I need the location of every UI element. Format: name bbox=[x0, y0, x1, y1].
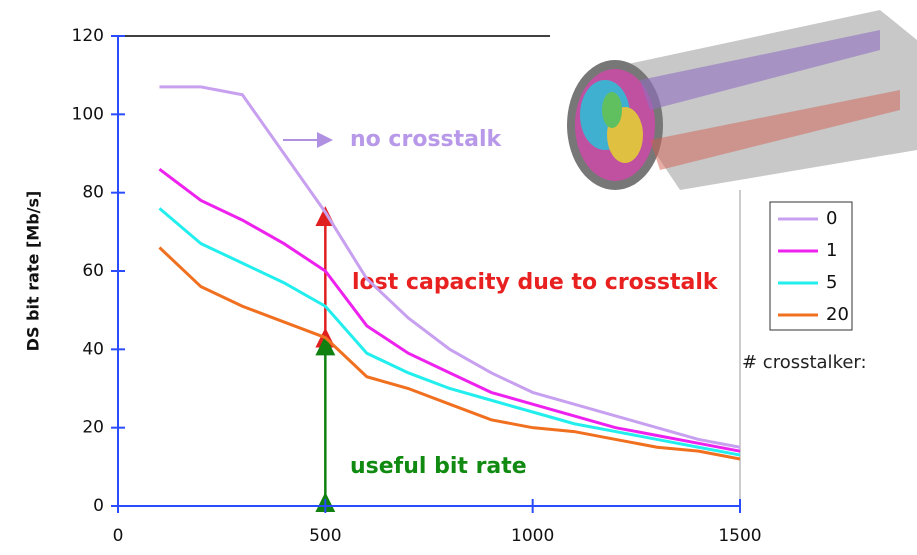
y-tick-label: 60 bbox=[82, 261, 104, 281]
y-axis-label: DS bit rate [Mb/s] bbox=[24, 191, 43, 352]
legend-label: 0 bbox=[826, 208, 837, 229]
x-tick-label: 0 bbox=[113, 526, 124, 546]
legend-label: 5 bbox=[826, 272, 837, 293]
legend-label: 20 bbox=[826, 304, 849, 325]
y-tick-label: 80 bbox=[82, 183, 104, 203]
y-tick-label: 20 bbox=[82, 418, 104, 438]
y-tick-label: 100 bbox=[72, 104, 104, 124]
y-tick-label: 0 bbox=[93, 496, 104, 516]
annotation: lost capacity due to crosstalk bbox=[352, 270, 719, 295]
x-tick-label: 1000 bbox=[511, 526, 554, 546]
legend-title: # crosstalker: bbox=[742, 352, 867, 373]
chart: DS bit rate [Mb/s] no crosstalk lost cap… bbox=[0, 0, 917, 555]
annotation: no crosstalk bbox=[350, 127, 503, 152]
line-series bbox=[159, 169, 740, 451]
y-tick-label: 40 bbox=[82, 339, 104, 359]
y-tick-label: 120 bbox=[72, 26, 104, 46]
x-tick-label: 500 bbox=[309, 526, 341, 546]
legend-label: 1 bbox=[826, 240, 837, 261]
annotation: useful bit rate bbox=[350, 454, 527, 479]
cable-image bbox=[567, 10, 917, 190]
line-series bbox=[159, 208, 740, 455]
page: {"chart_data": {"type": "line", "y_label… bbox=[0, 0, 917, 555]
x-tick-label: 1500 bbox=[718, 526, 761, 546]
